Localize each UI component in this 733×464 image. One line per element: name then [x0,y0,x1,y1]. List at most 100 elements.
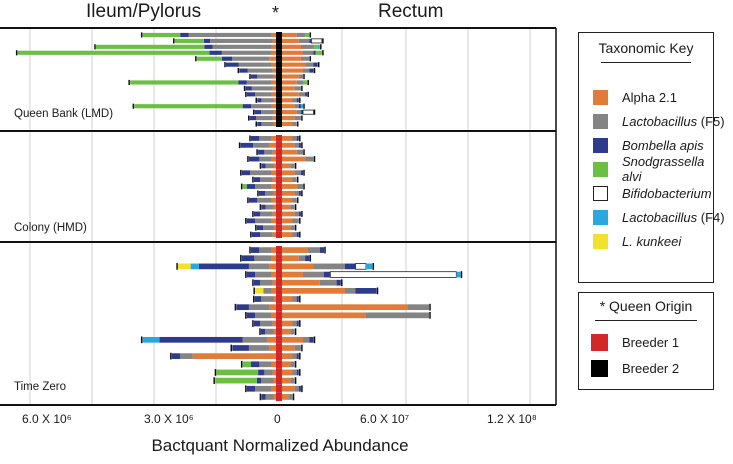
ileum-bar-alpha-1-12 [271,218,276,224]
ileum-bar-bombella-2-1 [241,255,255,262]
rectum-bar-bombella-2-17 [298,385,301,392]
rectum-bar-alpha-0-9 [282,86,295,91]
ileum-bar-alpha-2-14 [271,361,276,368]
ileum-bar-alpha-1-9 [271,197,276,203]
ileum-bar-lacF5-1-8 [265,190,274,196]
rectum-bar-lacF5-0-6 [303,68,310,73]
legend-label-bombella: Bombella apis [622,137,704,153]
ileum-bar-alpha-1-10 [273,204,276,210]
rectum-header: Rectum [378,1,444,22]
rectum-bar-alpha-2-17 [282,385,295,392]
ileum-bar-lacF5-0-2 [212,44,271,49]
ileum-bar-bombella-2-2 [198,263,249,270]
ileum-bar-lacF5-1-0 [259,136,272,141]
origin-marker-0-12 [276,103,282,110]
ileum-bar-alpha-2-13 [192,353,276,359]
ileum-bar-snod-0-2 [96,44,205,49]
origin-marker-2-15 [276,368,282,377]
rectum-bar-lacF5-2-2 [313,263,345,270]
rectum-bar-alpha-1-4 [282,163,291,169]
origin-marker-0-7 [276,73,282,80]
rectum-bar-alpha-2-7 [282,304,408,311]
ileum-bar-bombella-1-6 [253,177,261,183]
rectum-bar-lacF5-2-10 [290,328,295,335]
origin-marker-2-10 [276,327,282,336]
ileum-bar-lacF5-2-8 [255,312,272,319]
ileum-bar-alpha-2-18 [273,394,276,400]
origin-item-breeder-2: Breeder 2 [591,357,679,379]
ileum-bar-lacF5-2-2 [248,263,270,270]
legend-label-lactobacillus-f4: Lactobacillus [622,209,698,225]
rectum-bar-bombella-2-9 [296,320,299,327]
ileum-bar-lacF5-0-6 [247,68,273,73]
ileum-bar-lacF5-2-0 [259,247,272,253]
ileum-bar-lacF5-0-1 [210,38,273,43]
ileum-bar-snod-2-15 [216,369,259,376]
ileum-bar-alpha-0-12 [271,104,276,109]
origin-marker-1-7 [276,183,282,190]
ileum-bar-alpha-0-8 [271,80,276,85]
ileum-bar-lacF4-2-11 [142,336,160,343]
rectum-bar-lacF5-2-12 [294,345,301,351]
origin-marker-0-2 [276,43,282,50]
origin-marker-0-6 [276,67,282,74]
rectum-bar-lacF5-1-3 [305,156,314,162]
ileum-bar-bombella-0-15 [257,121,262,127]
rectum-bar-lacF5-0-10 [298,92,306,97]
origin-marker-0-4 [276,55,282,62]
rectum-bar-lacF5-2-17 [294,385,299,392]
taxonomic-key-legend: Taxonomic Key Alpha 2.1 Lactobacillus (F… [578,32,725,283]
rectum-bar-alpha-2-11 [282,336,303,343]
origin-marker-0-8 [276,79,282,86]
ileum-bar-bombella-1-4 [261,163,266,169]
rectum-bar-lacF5-1-4 [290,163,295,169]
ileum-bar-bombella-2-8 [246,312,256,319]
legend-item-lactobacillus-f5: Lactobacillus (F5) [593,111,725,131]
legend-suffix-f5: (F5) [697,113,725,129]
rectum-bar-alpha-0-8 [282,80,297,85]
ileum-bar-bombella-1-10 [261,204,266,210]
rectum-bar-bombella-0-1 [309,38,312,43]
legend-swatch-bombella [593,137,608,153]
ileum-bar-bombella-1-9 [248,197,258,203]
rectum-bar-snod-0-3 [315,50,322,55]
legend-suffix-f4: (F4) [697,209,725,225]
rectum-bar-lacF5-2-1 [298,255,306,262]
ileum-bar-lacF5-2-10 [265,328,274,335]
ileum-bar-alpha-1-14 [272,232,276,237]
rectum-bar-alpha-2-16 [282,377,291,384]
ileum-bar-bombella-0-5 [226,62,239,67]
ileum-bar-alpha-1-11 [272,211,276,217]
origin-marker-2-13 [276,352,282,361]
origin-marker-1-1 [276,141,282,149]
ileum-bar-alpha-1-0 [271,136,276,141]
ileum-bar-alpha-2-0 [271,247,276,253]
origin-title-text: Queen Origin [609,298,693,314]
ileum-bar-lacF5-2-12 [248,345,270,351]
legend-label-bifidobacterium: Bifidobacterium [622,185,712,201]
ileum-bar-lacF5-2-17 [255,385,272,392]
rectum-bar-alpha-2-8 [282,312,366,319]
rectum-bar-lacF5-0-0 [296,32,306,38]
rectum-bar-lacF5-2-11 [303,336,310,343]
rectum-bar-lacF5-2-7 [408,304,429,311]
rectum-bar-lacF5-1-10 [290,204,295,210]
rectum-bar-alpha-1-5 [282,170,295,176]
origin-marker-0-5 [276,61,282,68]
origin-marker-0-11 [276,97,282,104]
rectum-bar-bombella-0-6 [309,68,314,73]
rectum-bar-lacF4-2-3 [456,271,461,278]
ileum-bar-bombella-2-7 [236,304,249,311]
ileum-bar-lacF5-2-9 [260,320,273,327]
ileum-bar-alpha-2-15 [272,369,276,376]
rectum-bar-alpha-1-10 [282,204,291,210]
ileum-bar-alpha-0-9 [272,86,276,91]
rectum-bar-alpha-0-7 [282,74,299,79]
ileum-bar-bombella-2-16 [256,377,261,384]
ileum-bar-bombella-0-1 [203,38,211,43]
ileum-bar-snod-0-4 [196,56,222,61]
rectum-bar-lacF5-1-5 [294,170,301,176]
rectum-bar-bombella-2-3 [324,271,331,278]
rectum-bar-lacF5-0-11 [292,98,297,103]
rectum-bar-alpha-0-15 [282,121,293,127]
